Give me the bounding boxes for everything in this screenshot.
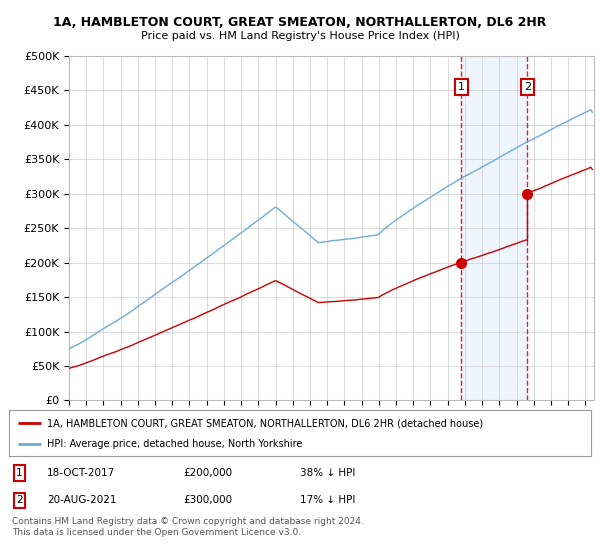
Bar [461,56,527,400]
Text: 1A, HAMBLETON COURT, GREAT SMEATON, NORTHALLERTON, DL6 2HR (detached house): 1A, HAMBLETON COURT, GREAT SMEATON, NORT… [47,418,483,428]
Text: HPI: Average price, detached house, North Yorkshire: HPI: Average price, detached house, Nort… [47,440,302,450]
Text: 18-OCT-2017: 18-OCT-2017 [47,468,115,478]
Text: £300,000: £300,000 [184,496,233,505]
Text: 1A, HAMBLETON COURT, GREAT SMEATON, NORTHALLERTON, DL6 2HR: 1A, HAMBLETON COURT, GREAT SMEATON, NORT… [53,16,547,29]
Text: 1: 1 [16,468,23,478]
Text: Price paid vs. HM Land Registry's House Price Index (HPI): Price paid vs. HM Land Registry's House … [140,31,460,41]
Text: 2: 2 [524,82,531,92]
Text: £200,000: £200,000 [184,468,233,478]
Text: 2: 2 [16,496,23,505]
Text: 17% ↓ HPI: 17% ↓ HPI [300,496,355,505]
Text: 38% ↓ HPI: 38% ↓ HPI [300,468,355,478]
Text: 1: 1 [458,82,465,92]
Text: Contains HM Land Registry data © Crown copyright and database right 2024.
This d: Contains HM Land Registry data © Crown c… [12,517,364,537]
Text: 20-AUG-2021: 20-AUG-2021 [47,496,116,505]
